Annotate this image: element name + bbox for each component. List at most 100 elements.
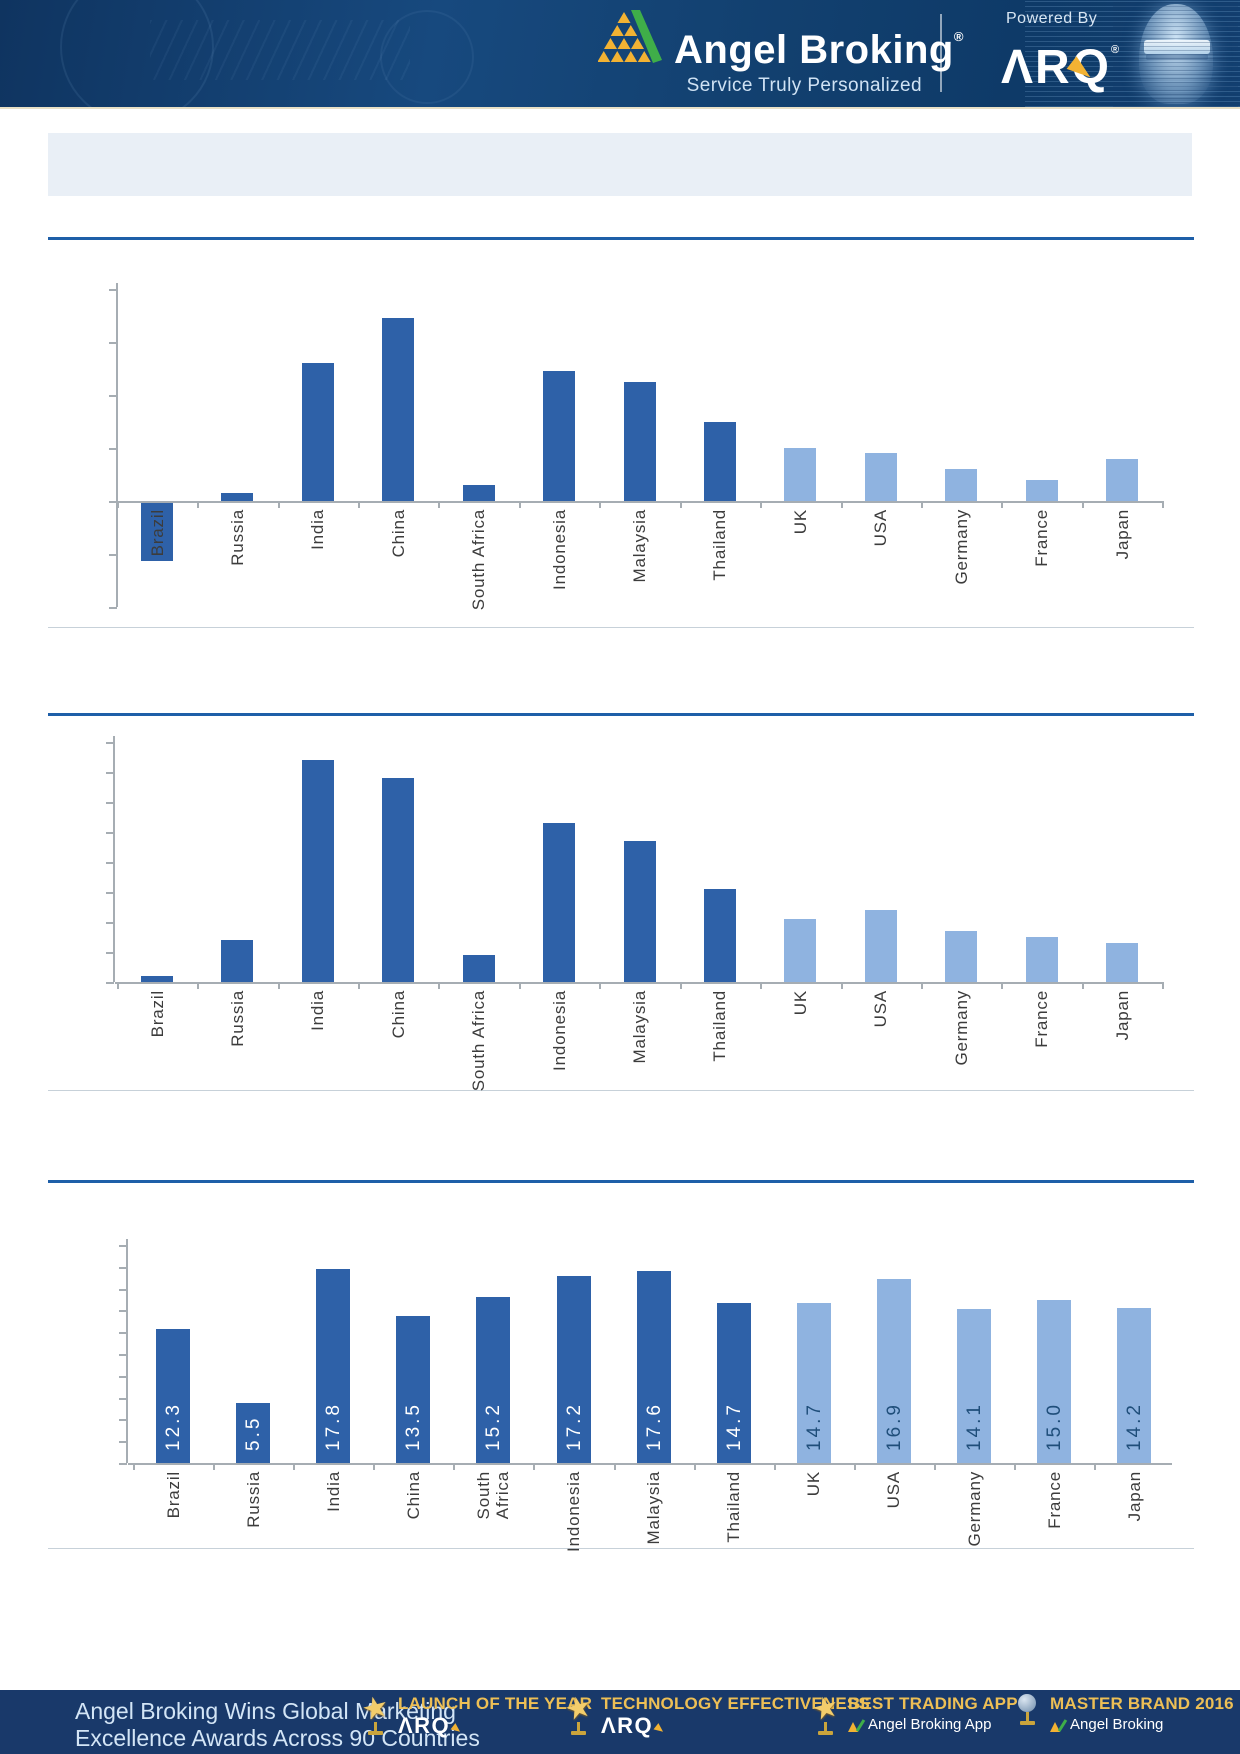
chart-3-y-tick xyxy=(119,1332,127,1335)
chart-3-x-tick xyxy=(373,1465,376,1470)
category-label: Russia xyxy=(227,509,247,566)
chart-2-x-tick xyxy=(518,984,521,989)
footer-message-line1: Angel Broking Wins Global Marketing xyxy=(75,1698,456,1724)
trophy-base xyxy=(817,1731,833,1735)
value-label: 17.2 xyxy=(563,1402,585,1451)
arq-gold-triangle-icon xyxy=(450,1723,463,1735)
category-label: Thailand xyxy=(724,1471,744,1543)
category-label: Germany xyxy=(951,990,971,1066)
bar-russia xyxy=(236,1403,271,1463)
chart-3-x-tick xyxy=(1014,1465,1017,1470)
category-label: Japan xyxy=(1124,1471,1144,1522)
chart-1-y-tick xyxy=(109,395,117,397)
value-label: 15.0 xyxy=(1044,1402,1066,1451)
category-label: Brazil xyxy=(147,509,167,557)
header-banner: Angel Broking® Service Truly Personalize… xyxy=(0,0,1240,107)
value-label: 13.5 xyxy=(403,1402,425,1451)
value-label: 15.2 xyxy=(483,1402,505,1451)
bar-usa xyxy=(864,910,897,982)
bar-japan xyxy=(1117,1308,1152,1463)
chart-1-x-tick xyxy=(1162,503,1165,508)
bar-france xyxy=(1025,937,1058,982)
category-label: Japan xyxy=(1112,990,1132,1041)
section-rule-1 xyxy=(48,237,1194,240)
category-label: India xyxy=(323,1471,343,1512)
category-label: Russia xyxy=(243,1471,263,1528)
chart-1-x-tick xyxy=(116,503,119,508)
chart-3-y-tick xyxy=(119,1419,127,1422)
trophy-stem xyxy=(373,1722,377,1731)
bar-south-africa xyxy=(462,955,495,982)
bar-india xyxy=(301,363,334,501)
chart-3-y-tick xyxy=(119,1266,127,1269)
chart-2-x-tick xyxy=(679,984,682,989)
footer-message: Angel Broking Wins Global Marketing Exce… xyxy=(75,1698,480,1752)
category-label: Germany xyxy=(951,509,971,585)
chart-2-y-axis xyxy=(113,736,115,982)
award-subtitle-arq: ΛRQ xyxy=(601,1714,870,1738)
bar-russia xyxy=(221,493,254,501)
category-label: Japan xyxy=(1112,509,1132,560)
bar-india xyxy=(301,760,334,982)
chart-2-y-tick xyxy=(106,892,114,894)
chart-3-x-tick xyxy=(293,1465,296,1470)
chart-2-x-tick xyxy=(116,984,119,989)
chart-3-y-tick xyxy=(119,1245,127,1247)
bar-uk xyxy=(784,919,817,982)
chart-2-x-tick xyxy=(277,984,280,989)
chart-1-x-tick xyxy=(277,503,280,508)
chart-3-x-tick xyxy=(773,1465,776,1470)
chart-1-x-tick xyxy=(760,503,763,508)
chart-1-x-axis xyxy=(118,501,1164,503)
award-title: BEST TRADING APP xyxy=(848,1694,1018,1713)
category-label: Indonesia xyxy=(564,1471,583,1552)
chart-3-x-tick xyxy=(533,1465,536,1470)
chart-1-y-tick xyxy=(109,289,117,291)
bar-japan xyxy=(1106,458,1139,501)
chart-3-y-tick xyxy=(119,1463,127,1465)
chart-2-y-tick xyxy=(106,742,114,744)
circuit-decoration xyxy=(60,0,214,107)
bar-thailand xyxy=(703,889,736,982)
category-label: Thailand xyxy=(710,509,730,581)
head-visor-shadow xyxy=(1146,54,1208,60)
bar-brazil xyxy=(141,503,173,562)
chart-1-x-tick xyxy=(518,503,521,508)
trophy-stem xyxy=(1025,1712,1029,1721)
category-label: Thailand xyxy=(710,990,730,1062)
globe-trophy-icon xyxy=(1012,1694,1042,1750)
bar-malaysia xyxy=(623,841,656,982)
category-label: South Africa xyxy=(469,990,489,1092)
value-label: 12.3 xyxy=(163,1402,184,1451)
bar-japan xyxy=(1106,943,1139,982)
star-trophy-icon: ★ xyxy=(807,1690,842,1750)
circuit-decoration xyxy=(150,20,410,80)
chart-2-x-tick xyxy=(840,984,843,989)
chart-2-y-tick xyxy=(106,802,114,804)
chart-1-x-tick xyxy=(920,503,923,508)
category-label: Russia xyxy=(227,990,247,1047)
award-badge: MASTER BRAND 2016 Angel Broking xyxy=(1012,1694,1234,1750)
bar-germany xyxy=(945,931,978,982)
chart-1-x-tick xyxy=(599,503,602,508)
bar-indonesia xyxy=(556,1275,591,1463)
chart-3-y-tick xyxy=(119,1375,127,1378)
chart-2-x-tick xyxy=(1001,984,1004,989)
footer-banner: Angel Broking Wins Global Marketing Exce… xyxy=(0,1690,1240,1754)
registered-mark: ® xyxy=(953,29,964,44)
award-title: MASTER BRAND 2016 xyxy=(1050,1694,1234,1713)
chart-3-y-axis xyxy=(126,1239,128,1463)
award-title: LAUNCH OF THE YEAR xyxy=(398,1694,593,1713)
trophy-base xyxy=(570,1731,586,1735)
angel-broking-logo-icon xyxy=(598,10,662,63)
bar-brazil xyxy=(141,976,173,982)
category-label: Brazil xyxy=(163,1471,183,1519)
ai-head-graphic xyxy=(1113,0,1238,107)
award-subtitle-arq: ΛRQ xyxy=(398,1714,592,1738)
chart-3-x-tick xyxy=(1094,1465,1097,1470)
angel-broking-mini-logo-icon xyxy=(1050,1718,1068,1732)
star-icon: ★ xyxy=(807,1690,842,1728)
chart-3-x-tick xyxy=(693,1465,696,1470)
